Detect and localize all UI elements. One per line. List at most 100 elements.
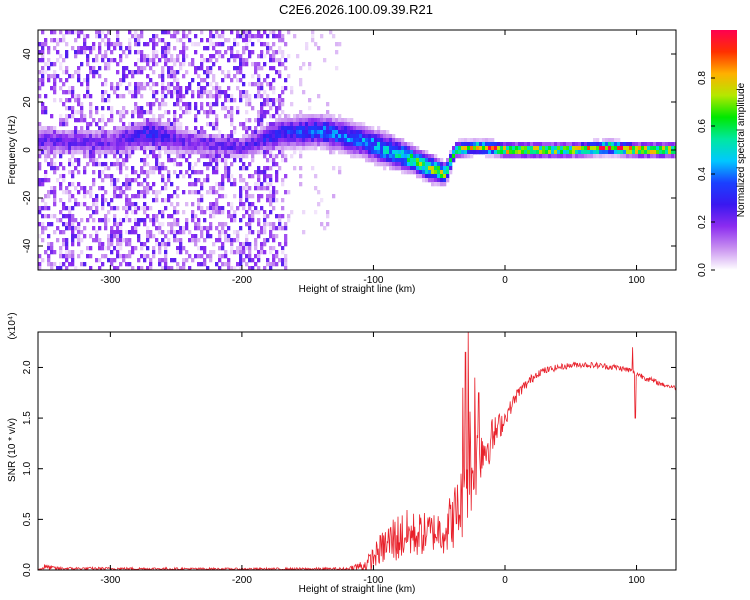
heat-cell <box>134 134 138 139</box>
heat-cell <box>557 154 561 159</box>
heat-cell <box>212 214 216 219</box>
heat-cell <box>155 238 159 243</box>
heat-cell <box>368 154 372 159</box>
heat-cell <box>269 46 273 51</box>
heat-cell <box>329 146 333 151</box>
heat-cell <box>296 146 300 151</box>
heat-cell <box>50 150 54 155</box>
heat-cell <box>107 202 111 207</box>
heat-cell <box>170 66 174 71</box>
heat-cell <box>218 134 222 139</box>
heat-cell <box>95 34 99 39</box>
heat-cell <box>392 146 396 151</box>
heat-cell <box>44 126 48 131</box>
heat-cell <box>167 50 171 55</box>
heat-cell <box>383 166 387 171</box>
heat-cell <box>122 70 126 75</box>
heat-cell <box>185 170 189 175</box>
heat-cell <box>578 150 582 155</box>
heat-cell <box>242 30 246 35</box>
heat-cell <box>284 242 288 247</box>
heat-cell <box>557 142 561 147</box>
heat-cell <box>110 142 114 147</box>
heat-cell <box>179 62 183 67</box>
heat-cell <box>425 178 429 183</box>
heat-cell <box>254 138 258 143</box>
heat-cell <box>233 138 237 143</box>
heat-cell <box>104 254 108 259</box>
heat-cell <box>155 42 159 47</box>
heat-cell <box>278 222 282 227</box>
heat-cell <box>77 34 81 39</box>
heat-cell <box>248 138 252 143</box>
heat-cell <box>281 154 285 159</box>
heat-cell <box>110 174 114 179</box>
heat-cell <box>149 126 153 131</box>
heat-cell <box>263 242 267 247</box>
heat-cell <box>98 142 102 147</box>
heat-cell <box>182 146 186 151</box>
heat-cell <box>644 154 648 159</box>
heat-cell <box>173 130 177 135</box>
heat-cell <box>464 138 468 143</box>
heat-cell <box>302 142 306 147</box>
heat-cell <box>290 130 294 135</box>
heat-cell <box>224 238 228 243</box>
heat-cell <box>425 162 429 167</box>
heat-cell <box>236 34 240 39</box>
heat-cell <box>305 130 309 135</box>
heat-cell <box>161 90 165 95</box>
heat-cell <box>317 126 321 131</box>
heat-cell <box>254 126 258 131</box>
heat-cell <box>140 94 144 99</box>
heat-cell <box>134 210 138 215</box>
heat-cell <box>611 146 615 151</box>
y-tick-label: -20 <box>22 190 33 205</box>
heat-cell <box>407 158 411 163</box>
heat-cell <box>275 214 279 219</box>
heat-cell <box>248 162 252 167</box>
heat-cell <box>89 146 93 151</box>
heat-cell <box>101 162 105 167</box>
heat-cell <box>224 230 228 235</box>
heat-cell <box>383 130 387 135</box>
heat-cell <box>143 222 147 227</box>
heat-cell <box>185 202 189 207</box>
heat-cell <box>98 162 102 167</box>
heat-cell <box>134 130 138 135</box>
heat-cell <box>137 34 141 39</box>
heat-cell <box>479 150 483 155</box>
heat-cell <box>56 50 60 55</box>
heat-cell <box>77 98 81 103</box>
heat-cell <box>353 154 357 159</box>
heat-cell <box>311 130 315 135</box>
heat-cell <box>83 170 87 175</box>
heat-cell <box>629 154 633 159</box>
heat-cell <box>152 166 156 171</box>
heat-cell <box>410 154 414 159</box>
heat-cell <box>137 110 141 115</box>
heat-cell <box>152 246 156 251</box>
heat-cell <box>269 198 273 203</box>
heat-cell <box>98 138 102 143</box>
heat-cell <box>242 206 246 211</box>
heat-cell <box>194 138 198 143</box>
heat-cell <box>119 226 123 231</box>
heat-cell <box>266 238 270 243</box>
heat-cell <box>224 222 228 227</box>
heat-cell <box>323 126 327 131</box>
heat-cell <box>41 146 45 151</box>
heat-cell <box>251 62 255 67</box>
heat-cell <box>167 158 171 163</box>
heat-cell <box>218 90 222 95</box>
heat-cell <box>206 70 210 75</box>
heat-cell <box>263 222 267 227</box>
heat-cell <box>317 130 321 135</box>
heat-cell <box>311 134 315 139</box>
heat-cell <box>356 126 360 131</box>
heat-cell <box>188 166 192 171</box>
heat-cell <box>386 146 390 151</box>
heat-cell <box>257 66 261 71</box>
heat-cell <box>311 122 315 127</box>
heat-cell <box>164 102 168 107</box>
